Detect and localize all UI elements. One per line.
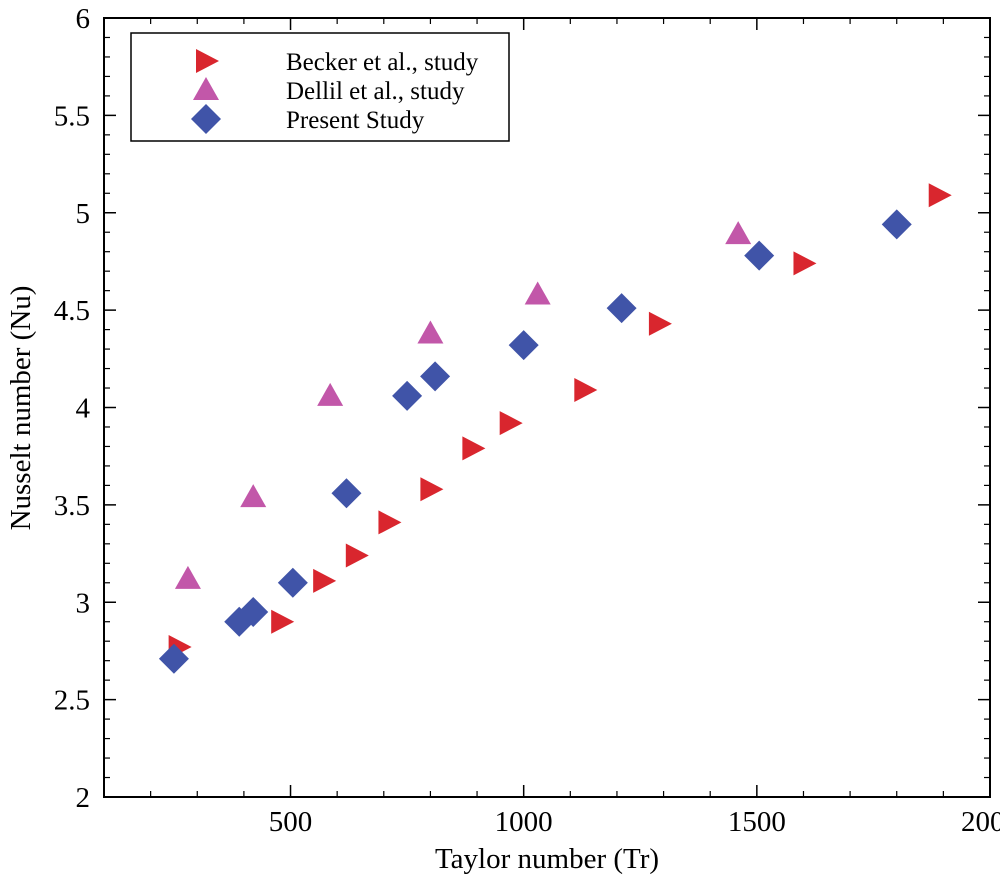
data-point-dellil-et-al-study [524, 281, 551, 305]
data-point-becker-et-al-study [928, 183, 952, 208]
data-point-dellil-et-al-study [417, 320, 444, 344]
data-point-dellil-et-al-study [174, 565, 201, 589]
x-tick-label: 500 [269, 806, 313, 838]
x-tick-label: 2000 [961, 806, 1000, 838]
x-tick-label: 1000 [495, 806, 553, 838]
data-point-present-study [392, 380, 423, 411]
data-points [158, 183, 952, 674]
data-point-present-study [606, 293, 637, 324]
legend-box [130, 32, 510, 142]
data-point-dellil-et-al-study [317, 382, 344, 406]
x-axis-title: Taylor number (Tr) [435, 843, 659, 875]
data-point-becker-et-al-study [793, 251, 817, 276]
data-point-becker-et-al-study [313, 568, 337, 593]
data-point-becker-et-al-study [420, 477, 444, 502]
y-tick-label: 4.5 [54, 295, 90, 327]
data-point-present-study [331, 478, 362, 509]
data-point-becker-et-al-study [271, 609, 295, 634]
y-tick-label: 3 [76, 587, 91, 619]
data-point-present-study [881, 209, 912, 240]
y-tick-label: 2 [76, 782, 91, 814]
legend-label-present-study: Present Study [286, 107, 425, 134]
data-point-present-study [277, 567, 308, 598]
y-axis-title: Nusselt number (Nu) [5, 286, 37, 531]
data-point-becker-et-al-study [574, 377, 598, 402]
data-point-present-study [420, 361, 451, 392]
y-tick-label: 3.5 [54, 490, 90, 522]
data-point-becker-et-al-study [499, 411, 523, 436]
y-tick-label: 5 [76, 198, 91, 230]
data-point-present-study [508, 330, 539, 361]
legend-label-becker-et-al-study: Becker et al., study [286, 49, 479, 76]
axis-ticks [104, 17, 991, 798]
legend-marker-dellil-et-al-study [193, 77, 219, 100]
data-point-present-study [238, 596, 269, 627]
data-point-dellil-et-al-study [240, 484, 267, 508]
y-tick-label: 6 [76, 3, 91, 35]
data-point-becker-et-al-study [345, 543, 369, 568]
y-tick-label: 2.5 [54, 685, 90, 717]
axis-tick-labels: 500 1000 1500 2000 2 2.5 3 3.5 4 4.5 5 5.5 6 [54, 3, 1000, 838]
data-point-dellil-et-al-study [725, 221, 752, 245]
legend-marker-present-study [191, 104, 221, 134]
data-point-present-study [744, 240, 775, 271]
legend-marker-becker-et-al-study [196, 49, 219, 73]
data-point-present-study [158, 643, 189, 674]
y-tick-label: 4 [76, 393, 91, 425]
data-point-becker-et-al-study [462, 436, 486, 461]
y-tick-label: 5.5 [54, 100, 90, 132]
data-point-becker-et-al-study [648, 311, 672, 336]
x-tick-label: 1500 [728, 806, 786, 838]
data-point-becker-et-al-study [378, 510, 402, 535]
legend-label-dellil-et-al-study: Dellil et al., study [286, 78, 465, 105]
